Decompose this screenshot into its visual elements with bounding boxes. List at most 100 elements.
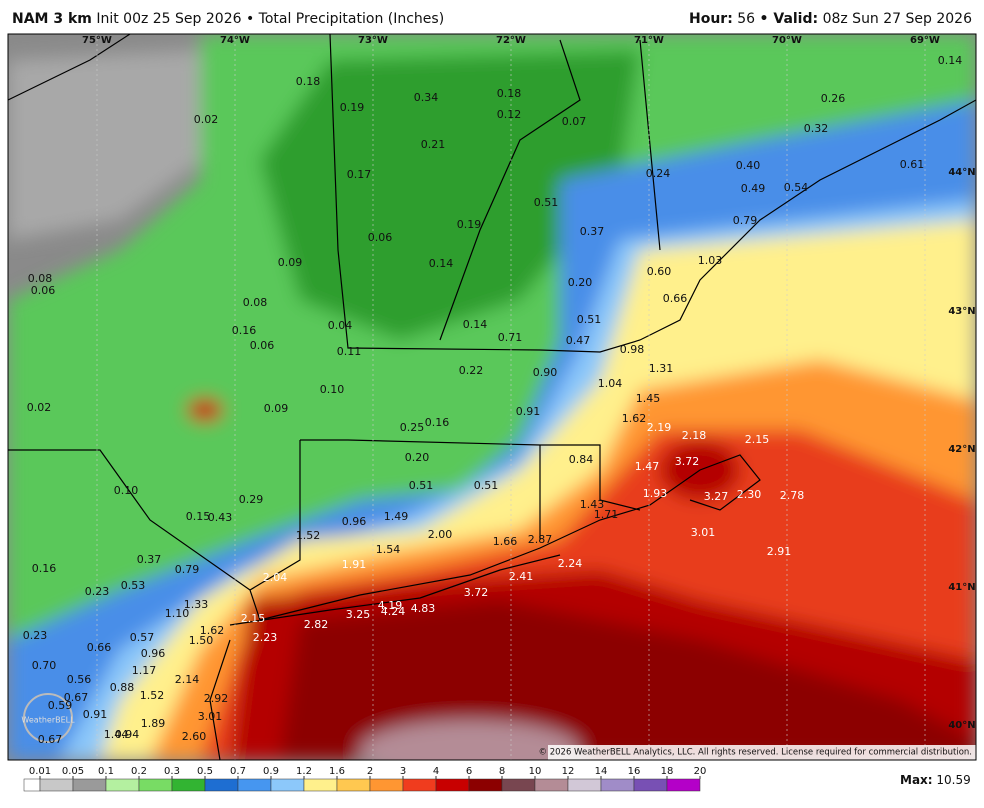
precip-label: 3.01 bbox=[198, 710, 223, 723]
precip-label: 3.27 bbox=[704, 490, 729, 503]
precip-label: 0.11 bbox=[337, 345, 362, 358]
colorbar-tick-label: 0.5 bbox=[197, 766, 213, 777]
precip-label: 2.18 bbox=[682, 429, 707, 442]
colorbar-cell bbox=[237, 778, 272, 792]
precip-label: 0.79 bbox=[175, 563, 200, 576]
precip-label: 1.52 bbox=[140, 689, 165, 702]
colorbar-tick-label: 0.05 bbox=[62, 766, 84, 777]
precip-label: 0.51 bbox=[474, 479, 499, 492]
precip-label: 1.44 bbox=[104, 728, 129, 741]
precip-label: 1.52 bbox=[296, 529, 321, 542]
precip-label: 0.20 bbox=[568, 276, 593, 289]
precip-label: 0.23 bbox=[23, 629, 48, 642]
precip-label: 0.57 bbox=[130, 631, 155, 644]
precip-label: 3.01 bbox=[691, 526, 716, 539]
precip-label: 0.47 bbox=[566, 334, 591, 347]
init: Init 00z 25 Sep 2026 • Total Precipitati… bbox=[96, 11, 444, 27]
precip-label: 0.71 bbox=[498, 331, 523, 344]
precip-label: 0.96 bbox=[342, 515, 367, 528]
header-left: NAM 3 km Init 00z 25 Sep 2026 • Total Pr… bbox=[12, 11, 444, 27]
precip-label: 0.02 bbox=[27, 401, 52, 414]
colorbar-tick-label: 6 bbox=[466, 766, 472, 777]
precip-label: 0.14 bbox=[938, 54, 963, 67]
precip-label: 0.16 bbox=[425, 416, 450, 429]
colorbar-cell bbox=[270, 778, 305, 792]
colorbar-cell bbox=[138, 778, 173, 792]
precip-label: 2.15 bbox=[241, 612, 266, 625]
latitude-label: 42°N bbox=[948, 444, 975, 455]
precip-label: 1.45 bbox=[636, 392, 661, 405]
colorbar-tick-label: 1.6 bbox=[329, 766, 345, 777]
latitude-label: 40°N bbox=[948, 720, 975, 731]
colorbar-tick-label: 20 bbox=[694, 766, 707, 777]
precip-label: 1.93 bbox=[643, 487, 668, 500]
precip-label: 0.21 bbox=[421, 138, 446, 151]
precip-label: 2.14 bbox=[175, 673, 200, 686]
precip-label: 3.72 bbox=[675, 455, 700, 468]
precip-label: 1.04 bbox=[598, 377, 623, 390]
precip-label: 0.26 bbox=[821, 92, 846, 105]
precip-label: 0.70 bbox=[32, 659, 57, 672]
colorbar-tick-label: 1.2 bbox=[296, 766, 312, 777]
colorbar-cell bbox=[23, 778, 41, 792]
precip-label: 0.19 bbox=[457, 218, 482, 231]
precip-label: 0.43 bbox=[208, 511, 233, 524]
colorbar-tick-label: 0.9 bbox=[263, 766, 279, 777]
precip-label: 3.25 bbox=[346, 608, 371, 621]
colorbar-cell bbox=[39, 778, 74, 792]
precip-label: 1.47 bbox=[635, 460, 660, 473]
precip-label: 0.18 bbox=[296, 75, 321, 88]
precip-label: 0.10 bbox=[114, 484, 139, 497]
colorbar-tick-label: 12 bbox=[562, 766, 575, 777]
precip-label: 0.29 bbox=[239, 493, 264, 506]
precip-label: 0.06 bbox=[31, 284, 56, 297]
precip-label: 2.91 bbox=[767, 545, 792, 558]
precip-label: 0.15 bbox=[186, 510, 211, 523]
precip-label: 4.24 bbox=[381, 605, 406, 618]
precip-label: 0.40 bbox=[736, 159, 761, 172]
longitude-label: 73°W bbox=[358, 35, 388, 46]
precip-label: 0.16 bbox=[232, 324, 257, 337]
precip-label: 0.18 bbox=[497, 87, 522, 100]
latitude-label: 43°N bbox=[948, 306, 975, 317]
precip-label: 0.51 bbox=[534, 196, 559, 209]
precip-label: 0.84 bbox=[569, 453, 594, 466]
precip-label: 2.87 bbox=[528, 533, 553, 546]
precip-label: 0.34 bbox=[414, 91, 439, 104]
colorbar: 0.01 0.05 0.1 0.2 0.3 0.5 0.7 0.9 1.2 1.6 2 3 4 6 8 10 1… bbox=[23, 766, 707, 792]
precip-label: 0.24 bbox=[646, 167, 671, 180]
max-label: Max: bbox=[900, 773, 933, 787]
longitude-label: 72°W bbox=[496, 35, 526, 46]
model: NAM 3 km bbox=[12, 11, 92, 27]
longitude-label: 71°W bbox=[634, 35, 664, 46]
precip-label: 0.54 bbox=[784, 181, 809, 194]
precip-label: 0.66 bbox=[87, 641, 112, 654]
precip-label: 0.10 bbox=[320, 383, 345, 396]
colorbar-cell bbox=[204, 778, 239, 792]
colorbar-cell bbox=[402, 778, 437, 792]
precip-label: 0.91 bbox=[83, 708, 108, 721]
valid: 08z Sun 27 Sep 2026 bbox=[823, 11, 973, 27]
precip-label: 1.49 bbox=[384, 510, 409, 523]
precip-label: 2.30 bbox=[737, 488, 762, 501]
precip-label: 2.60 bbox=[182, 730, 207, 743]
precip-label: 0.61 bbox=[900, 158, 925, 171]
precip-label: 0.06 bbox=[368, 231, 393, 244]
longitude-label: 70°W bbox=[772, 35, 802, 46]
precip-label: 0.08 bbox=[28, 272, 53, 285]
colorbar-cell bbox=[666, 778, 701, 792]
precip-label: 0.04 bbox=[328, 319, 353, 332]
precip-label: 4.83 bbox=[411, 602, 436, 615]
precip-label: 1.31 bbox=[649, 362, 674, 375]
precip-label: 0.53 bbox=[121, 579, 146, 592]
precip-label: 0.09 bbox=[264, 402, 289, 415]
precip-label: 1.91 bbox=[342, 558, 367, 571]
max-value: 10.59 bbox=[936, 773, 970, 787]
precip-label: 0.19 bbox=[340, 101, 365, 114]
labels: 0.18 0.19 0.34 0.18 0.12 0.07 0.02 0.21 0.17 0.51… bbox=[23, 54, 963, 746]
precip-label: 0.60 bbox=[647, 265, 672, 278]
max: Max: 10.59 bbox=[900, 773, 971, 787]
colorbar-cell bbox=[600, 778, 635, 792]
precip-label: 0.37 bbox=[137, 553, 162, 566]
latitude-label: 41°N bbox=[948, 582, 975, 593]
